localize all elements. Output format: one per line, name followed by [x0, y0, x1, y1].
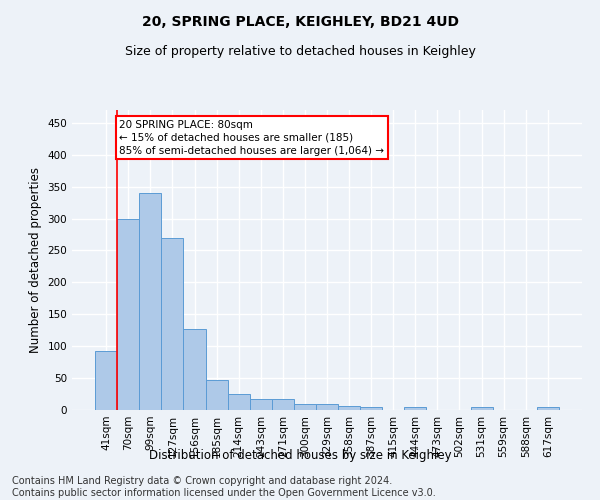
- Text: 20, SPRING PLACE, KEIGHLEY, BD21 4UD: 20, SPRING PLACE, KEIGHLEY, BD21 4UD: [142, 15, 458, 29]
- Bar: [294, 404, 316, 410]
- Bar: [404, 407, 427, 410]
- Text: 20 SPRING PLACE: 80sqm
← 15% of detached houses are smaller (185)
85% of semi-de: 20 SPRING PLACE: 80sqm ← 15% of detached…: [119, 120, 385, 156]
- Text: Contains HM Land Registry data © Crown copyright and database right 2024.
Contai: Contains HM Land Registry data © Crown c…: [12, 476, 436, 498]
- Bar: [206, 380, 227, 410]
- Bar: [272, 399, 294, 410]
- Bar: [360, 407, 382, 410]
- Bar: [161, 238, 184, 410]
- Bar: [184, 329, 206, 410]
- Bar: [470, 407, 493, 410]
- Bar: [338, 406, 360, 410]
- Bar: [316, 404, 338, 410]
- Text: Size of property relative to detached houses in Keighley: Size of property relative to detached ho…: [125, 45, 475, 58]
- Bar: [537, 407, 559, 410]
- Y-axis label: Number of detached properties: Number of detached properties: [29, 167, 42, 353]
- Bar: [250, 399, 272, 410]
- Bar: [117, 218, 139, 410]
- Bar: [227, 394, 250, 410]
- Bar: [139, 193, 161, 410]
- Bar: [95, 350, 117, 410]
- Text: Distribution of detached houses by size in Keighley: Distribution of detached houses by size …: [149, 448, 451, 462]
